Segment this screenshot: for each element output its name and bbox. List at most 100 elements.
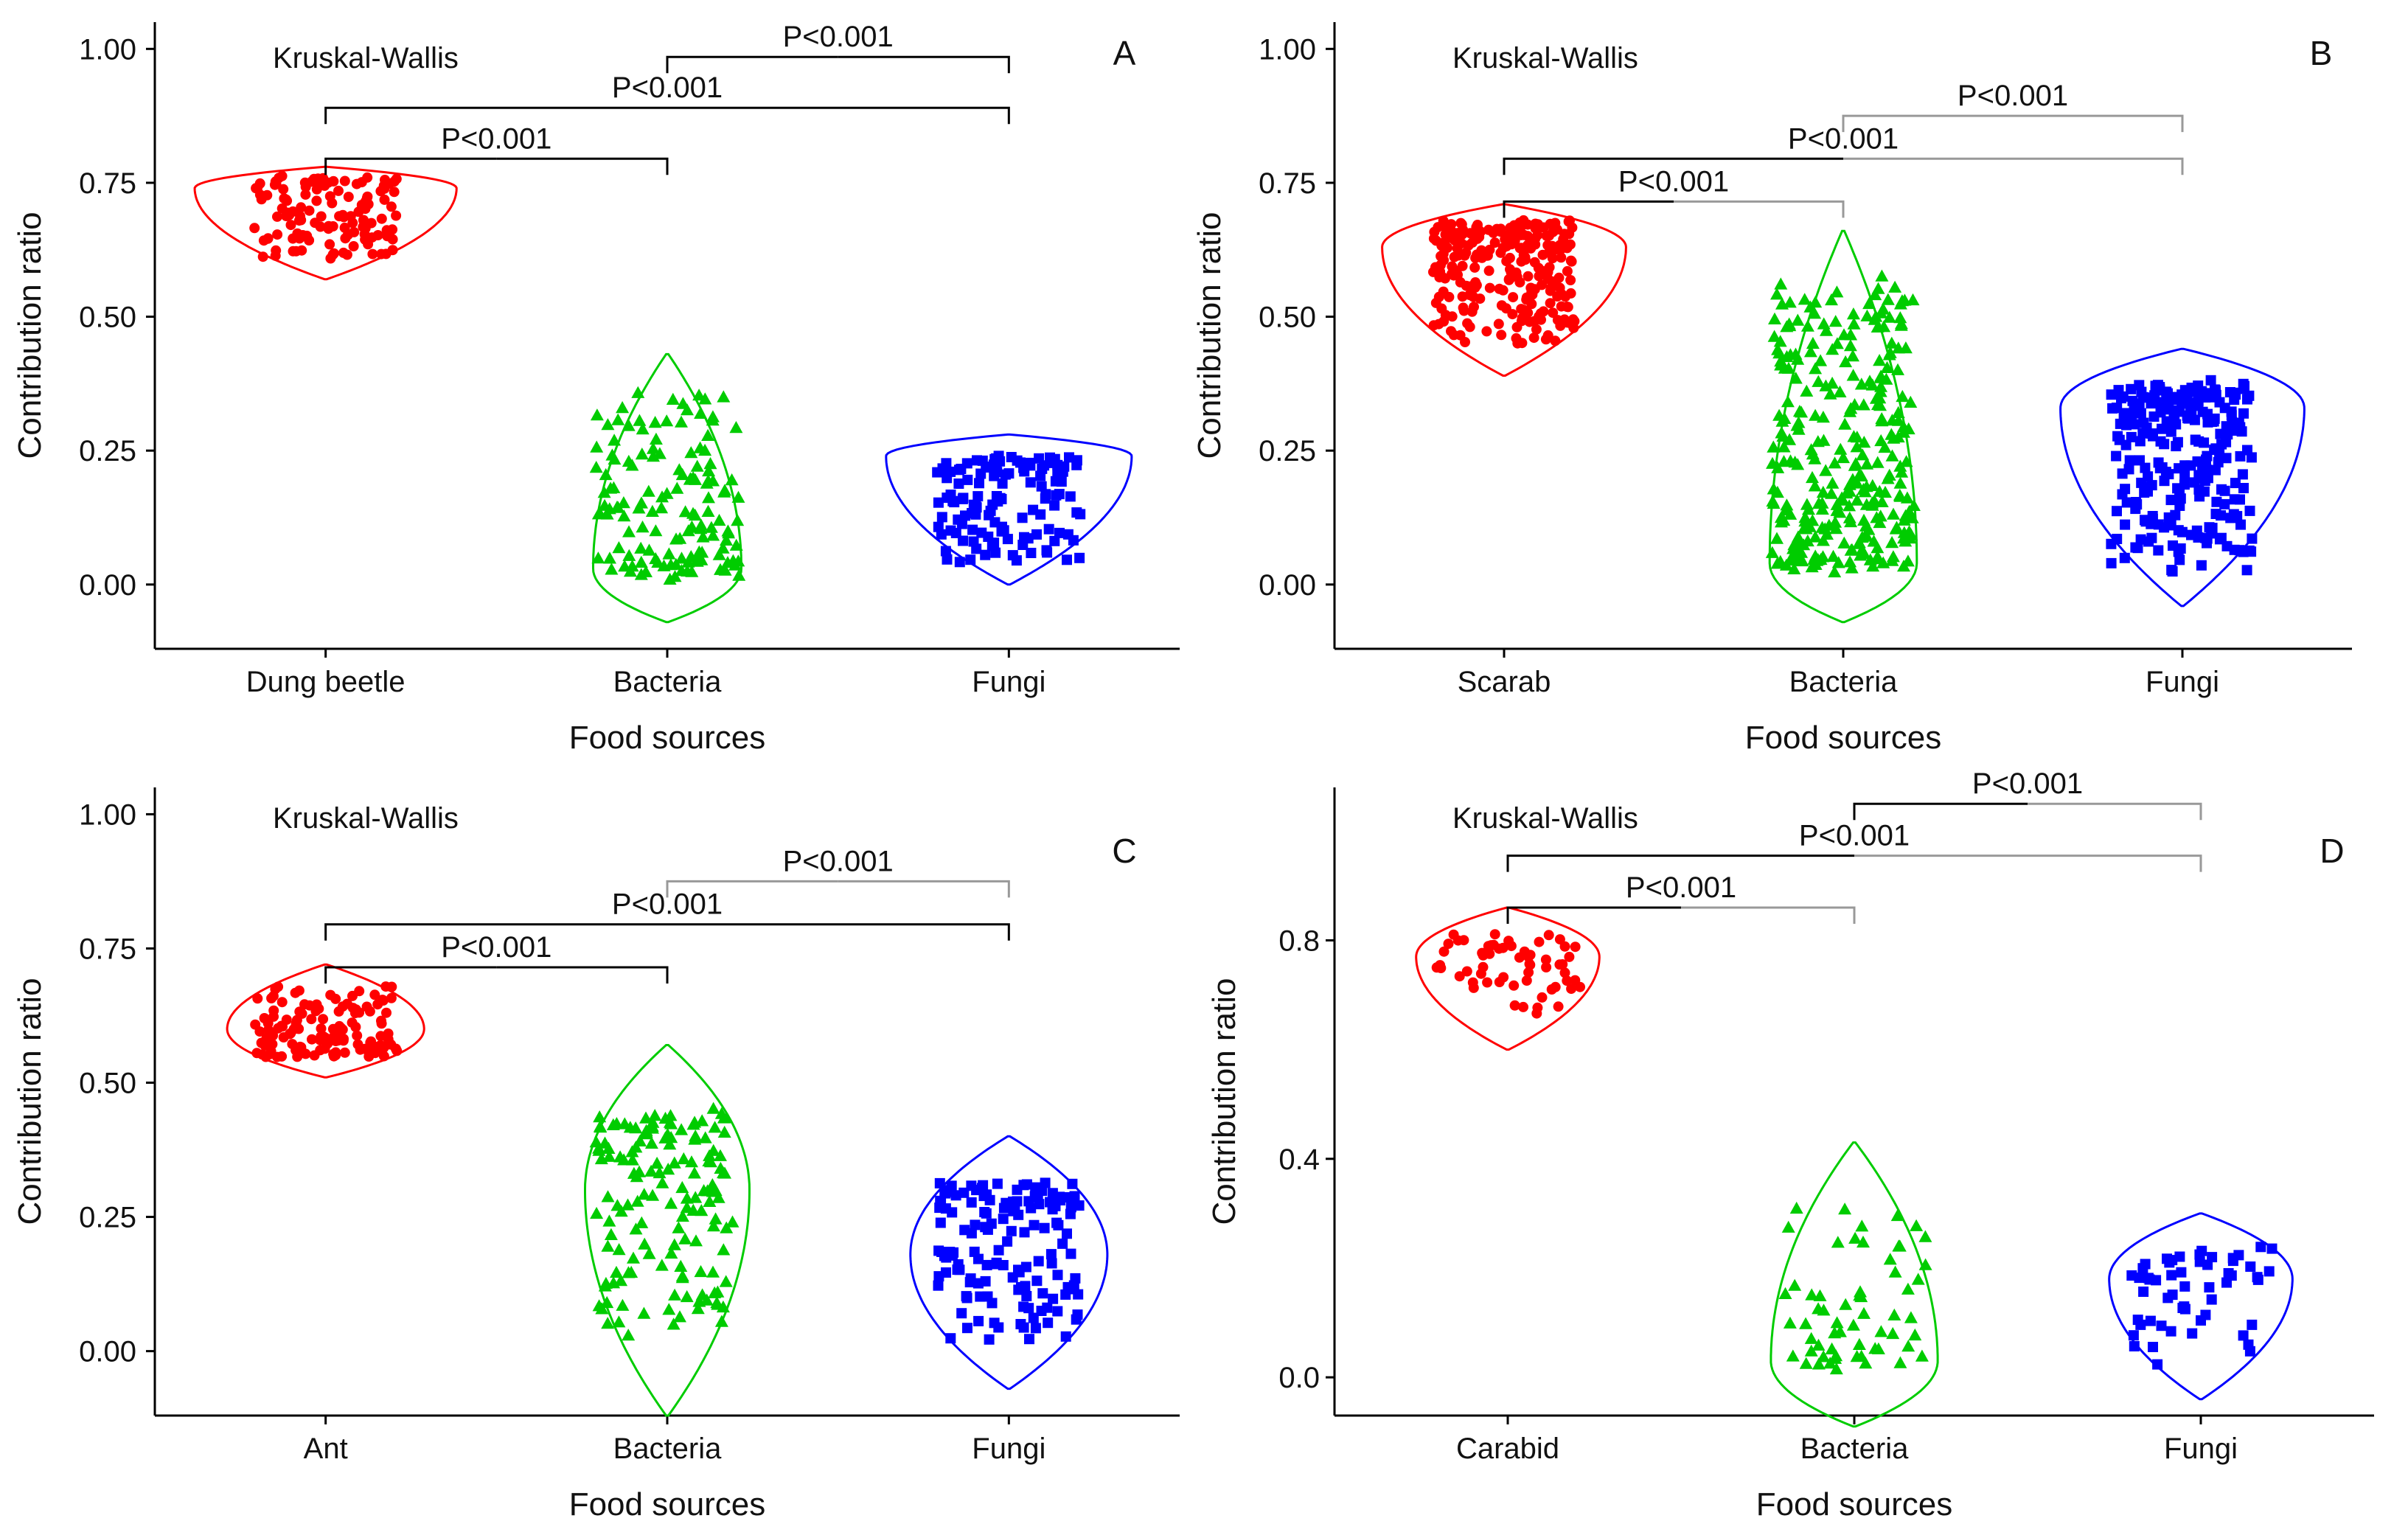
data-point — [655, 1176, 669, 1188]
data-point — [1795, 554, 1809, 567]
data-point — [667, 1318, 681, 1330]
data-point — [1496, 300, 1507, 311]
data-point — [1037, 1288, 1048, 1299]
data-point — [956, 1308, 967, 1319]
data-point — [1829, 1362, 1843, 1375]
data-point — [375, 1031, 386, 1042]
data-point — [962, 474, 973, 485]
data-point — [662, 547, 676, 560]
data-point — [669, 532, 683, 545]
data-point — [655, 501, 669, 514]
data-point — [295, 1041, 306, 1052]
data-point — [2118, 410, 2129, 421]
data-point — [338, 1034, 349, 1045]
data-point — [1866, 560, 1880, 572]
data-point — [2134, 436, 2146, 447]
data-point — [1545, 218, 1556, 229]
p-value-label: P<0.001 — [1626, 871, 1736, 904]
data-point — [1566, 984, 1577, 995]
data-point — [285, 1028, 295, 1040]
data-point — [1447, 311, 1458, 322]
data-point — [339, 1047, 350, 1058]
data-point — [2213, 457, 2224, 467]
data-point — [954, 557, 965, 568]
data-point — [958, 1187, 970, 1198]
data-point — [712, 548, 726, 560]
data-point — [2121, 497, 2132, 508]
data-point — [1789, 372, 1803, 384]
significance-bracket: P<0.001 — [1506, 820, 2202, 872]
data-point — [318, 1014, 329, 1025]
data-point — [349, 226, 360, 237]
data-point — [2214, 448, 2225, 459]
data-point — [603, 551, 616, 564]
data-point — [1071, 459, 1082, 470]
data-point — [1517, 338, 1528, 349]
data-point — [1865, 478, 1879, 491]
data-point — [1774, 277, 1788, 290]
data-point — [1498, 972, 1509, 983]
data-point — [592, 1141, 606, 1154]
data-point — [2226, 1270, 2237, 1281]
data-point — [972, 491, 984, 502]
data-point — [2156, 1320, 2167, 1332]
data-point — [2165, 1326, 2176, 1337]
data-point — [678, 505, 692, 518]
data-point — [1798, 293, 1812, 305]
data-point — [1791, 352, 1805, 365]
y-tick-label: 0.8 — [1278, 925, 1320, 957]
data-point — [2179, 1303, 2190, 1315]
data-point — [1042, 1302, 1053, 1313]
data-point — [1868, 494, 1882, 507]
data-point — [1011, 555, 1022, 566]
data-point — [1459, 250, 1470, 261]
data-point — [1797, 538, 1811, 551]
panel-c: 0.00 0.25 0.50 0.75 1.00 Ant Bacteria Fungi Food… — [12, 787, 1180, 1522]
data-point — [1462, 318, 1473, 329]
violin-bacteria — [592, 352, 742, 624]
data-point — [631, 386, 645, 398]
data-point — [701, 504, 715, 517]
data-point — [2244, 505, 2255, 516]
data-point — [1528, 333, 1539, 344]
data-point — [2235, 422, 2246, 433]
data-point — [1448, 270, 1459, 281]
data-point — [1780, 498, 1794, 511]
data-point — [2106, 538, 2117, 549]
data-point — [1843, 555, 1857, 568]
data-point — [1496, 330, 1507, 341]
data-point — [261, 1033, 272, 1044]
data-point — [1887, 431, 1901, 444]
data-point — [1062, 1228, 1072, 1239]
data-point — [711, 1285, 725, 1298]
data-point — [966, 1197, 977, 1208]
data-point — [1830, 1316, 1844, 1329]
data-point — [1777, 513, 1791, 526]
data-point — [1847, 317, 1861, 330]
data-point — [1846, 349, 1859, 362]
data-point — [1812, 1338, 1826, 1351]
data-point — [1839, 1298, 1853, 1310]
data-point — [2162, 1292, 2174, 1303]
data-point — [1041, 545, 1052, 556]
data-point — [351, 178, 362, 189]
panel-a: 0.00 0.25 0.50 0.75 1.00 Dung beetle Bacteria F… — [12, 21, 1180, 756]
data-point — [986, 1218, 997, 1229]
data-point — [1857, 398, 1871, 411]
data-point — [668, 1288, 682, 1301]
data-point — [2175, 493, 2186, 504]
data-point — [1509, 980, 1520, 991]
data-point — [340, 233, 351, 244]
data-point — [2143, 536, 2154, 547]
data-point — [644, 1164, 658, 1177]
data-point — [2246, 546, 2257, 557]
data-point — [1537, 265, 1548, 276]
data-point — [379, 194, 390, 205]
data-point — [706, 1265, 720, 1278]
data-point — [376, 248, 387, 260]
data-point — [2196, 1245, 2207, 1256]
data-point — [249, 223, 260, 234]
y-tick-label: 0.75 — [1259, 167, 1316, 200]
data-point — [1778, 411, 1792, 424]
data-point — [1519, 243, 1530, 254]
